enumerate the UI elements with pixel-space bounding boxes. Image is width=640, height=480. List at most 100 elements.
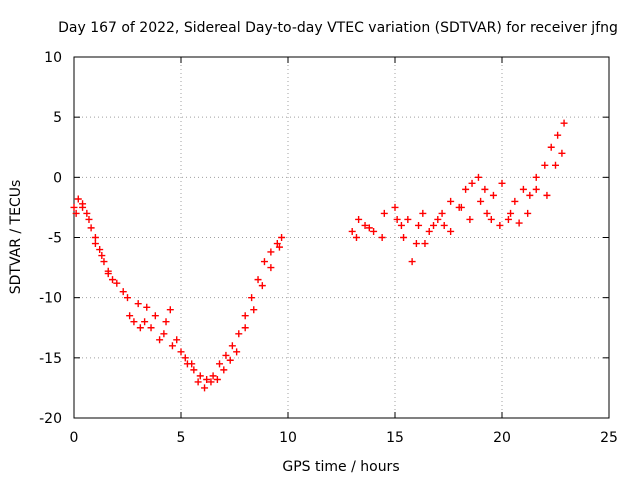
data-point (404, 215, 412, 223)
data-point (216, 360, 224, 368)
data-point (457, 203, 465, 211)
data-point (440, 221, 448, 229)
data-point (134, 300, 142, 308)
data-point (156, 336, 164, 344)
data-point (188, 360, 196, 368)
x-tick-label: 20 (493, 430, 511, 446)
data-point (100, 258, 108, 266)
data-point (85, 215, 93, 223)
data-point (181, 354, 189, 362)
data-point (273, 240, 281, 248)
data-point (209, 372, 217, 380)
y-tick-label: -20 (39, 411, 62, 427)
data-point (380, 209, 388, 217)
data-point (201, 384, 209, 392)
data-point (365, 224, 373, 232)
data-point (355, 215, 363, 223)
data-point (466, 215, 474, 223)
data-point (408, 258, 416, 266)
data-point (222, 351, 230, 359)
data-point (462, 185, 470, 193)
data-point (489, 191, 497, 199)
y-tick-label: -5 (48, 231, 62, 247)
gridlines (74, 57, 609, 418)
data-point (348, 227, 356, 235)
data-point (393, 215, 401, 223)
data-point (378, 234, 386, 241)
data-point (207, 378, 215, 386)
x-tick-label: 0 (70, 430, 79, 446)
data-point (213, 375, 221, 383)
x-tick-label: 5 (177, 430, 186, 446)
data-point (532, 173, 540, 181)
data-point (235, 330, 243, 338)
data-point (275, 243, 283, 251)
data-point (190, 366, 198, 374)
data-points (70, 119, 568, 392)
data-point (481, 185, 489, 193)
data-point (391, 203, 399, 211)
data-point (203, 375, 211, 383)
data-point (91, 234, 99, 241)
data-point (194, 378, 202, 386)
data-point (468, 179, 476, 187)
data-point (248, 294, 256, 302)
x-tick-label: 25 (600, 430, 618, 446)
data-point (430, 221, 438, 229)
data-point (412, 240, 420, 248)
data-point (519, 185, 527, 193)
data-point (474, 173, 482, 181)
data-point (162, 318, 170, 326)
data-point (160, 330, 168, 338)
data-point (79, 200, 87, 208)
data-point (434, 215, 442, 223)
data-point (228, 342, 236, 350)
data-point (558, 149, 566, 157)
y-tick-label: -15 (39, 351, 62, 367)
data-point (507, 209, 515, 217)
data-point (498, 179, 506, 187)
data-point (515, 219, 523, 227)
data-point (554, 131, 562, 139)
data-point (151, 312, 159, 320)
data-point (526, 191, 534, 199)
data-point (258, 282, 266, 290)
data-point (361, 221, 369, 229)
data-point (415, 221, 423, 229)
data-point (496, 221, 504, 229)
data-point (541, 161, 549, 169)
data-point (560, 119, 568, 127)
data-point (96, 246, 104, 254)
data-point (511, 197, 519, 205)
y-tick-label: 10 (44, 50, 62, 66)
data-point (113, 279, 121, 287)
data-point (254, 276, 262, 284)
data-point (130, 318, 138, 326)
data-point (524, 209, 532, 217)
data-point (196, 372, 204, 380)
data-point (87, 224, 95, 232)
data-point (220, 366, 228, 374)
data-point (250, 306, 258, 314)
data-point (477, 197, 485, 205)
data-point (552, 161, 559, 169)
data-point (278, 234, 286, 241)
data-point (352, 234, 360, 241)
data-point (226, 356, 234, 364)
x-axis: 0 5 10 15 20 25 (70, 57, 618, 446)
y-tick-label: 5 (53, 110, 62, 126)
data-point (483, 209, 491, 217)
x-axis-label: GPS time / hours (282, 459, 399, 475)
data-point (124, 294, 131, 302)
y-tick-label: 0 (53, 170, 62, 186)
data-point (91, 240, 99, 248)
data-point (70, 203, 78, 211)
data-point (143, 303, 151, 311)
data-point (547, 143, 555, 151)
data-point (241, 324, 249, 332)
data-point (447, 227, 455, 235)
data-point (168, 342, 176, 350)
data-point (487, 215, 495, 223)
data-point (397, 221, 405, 229)
